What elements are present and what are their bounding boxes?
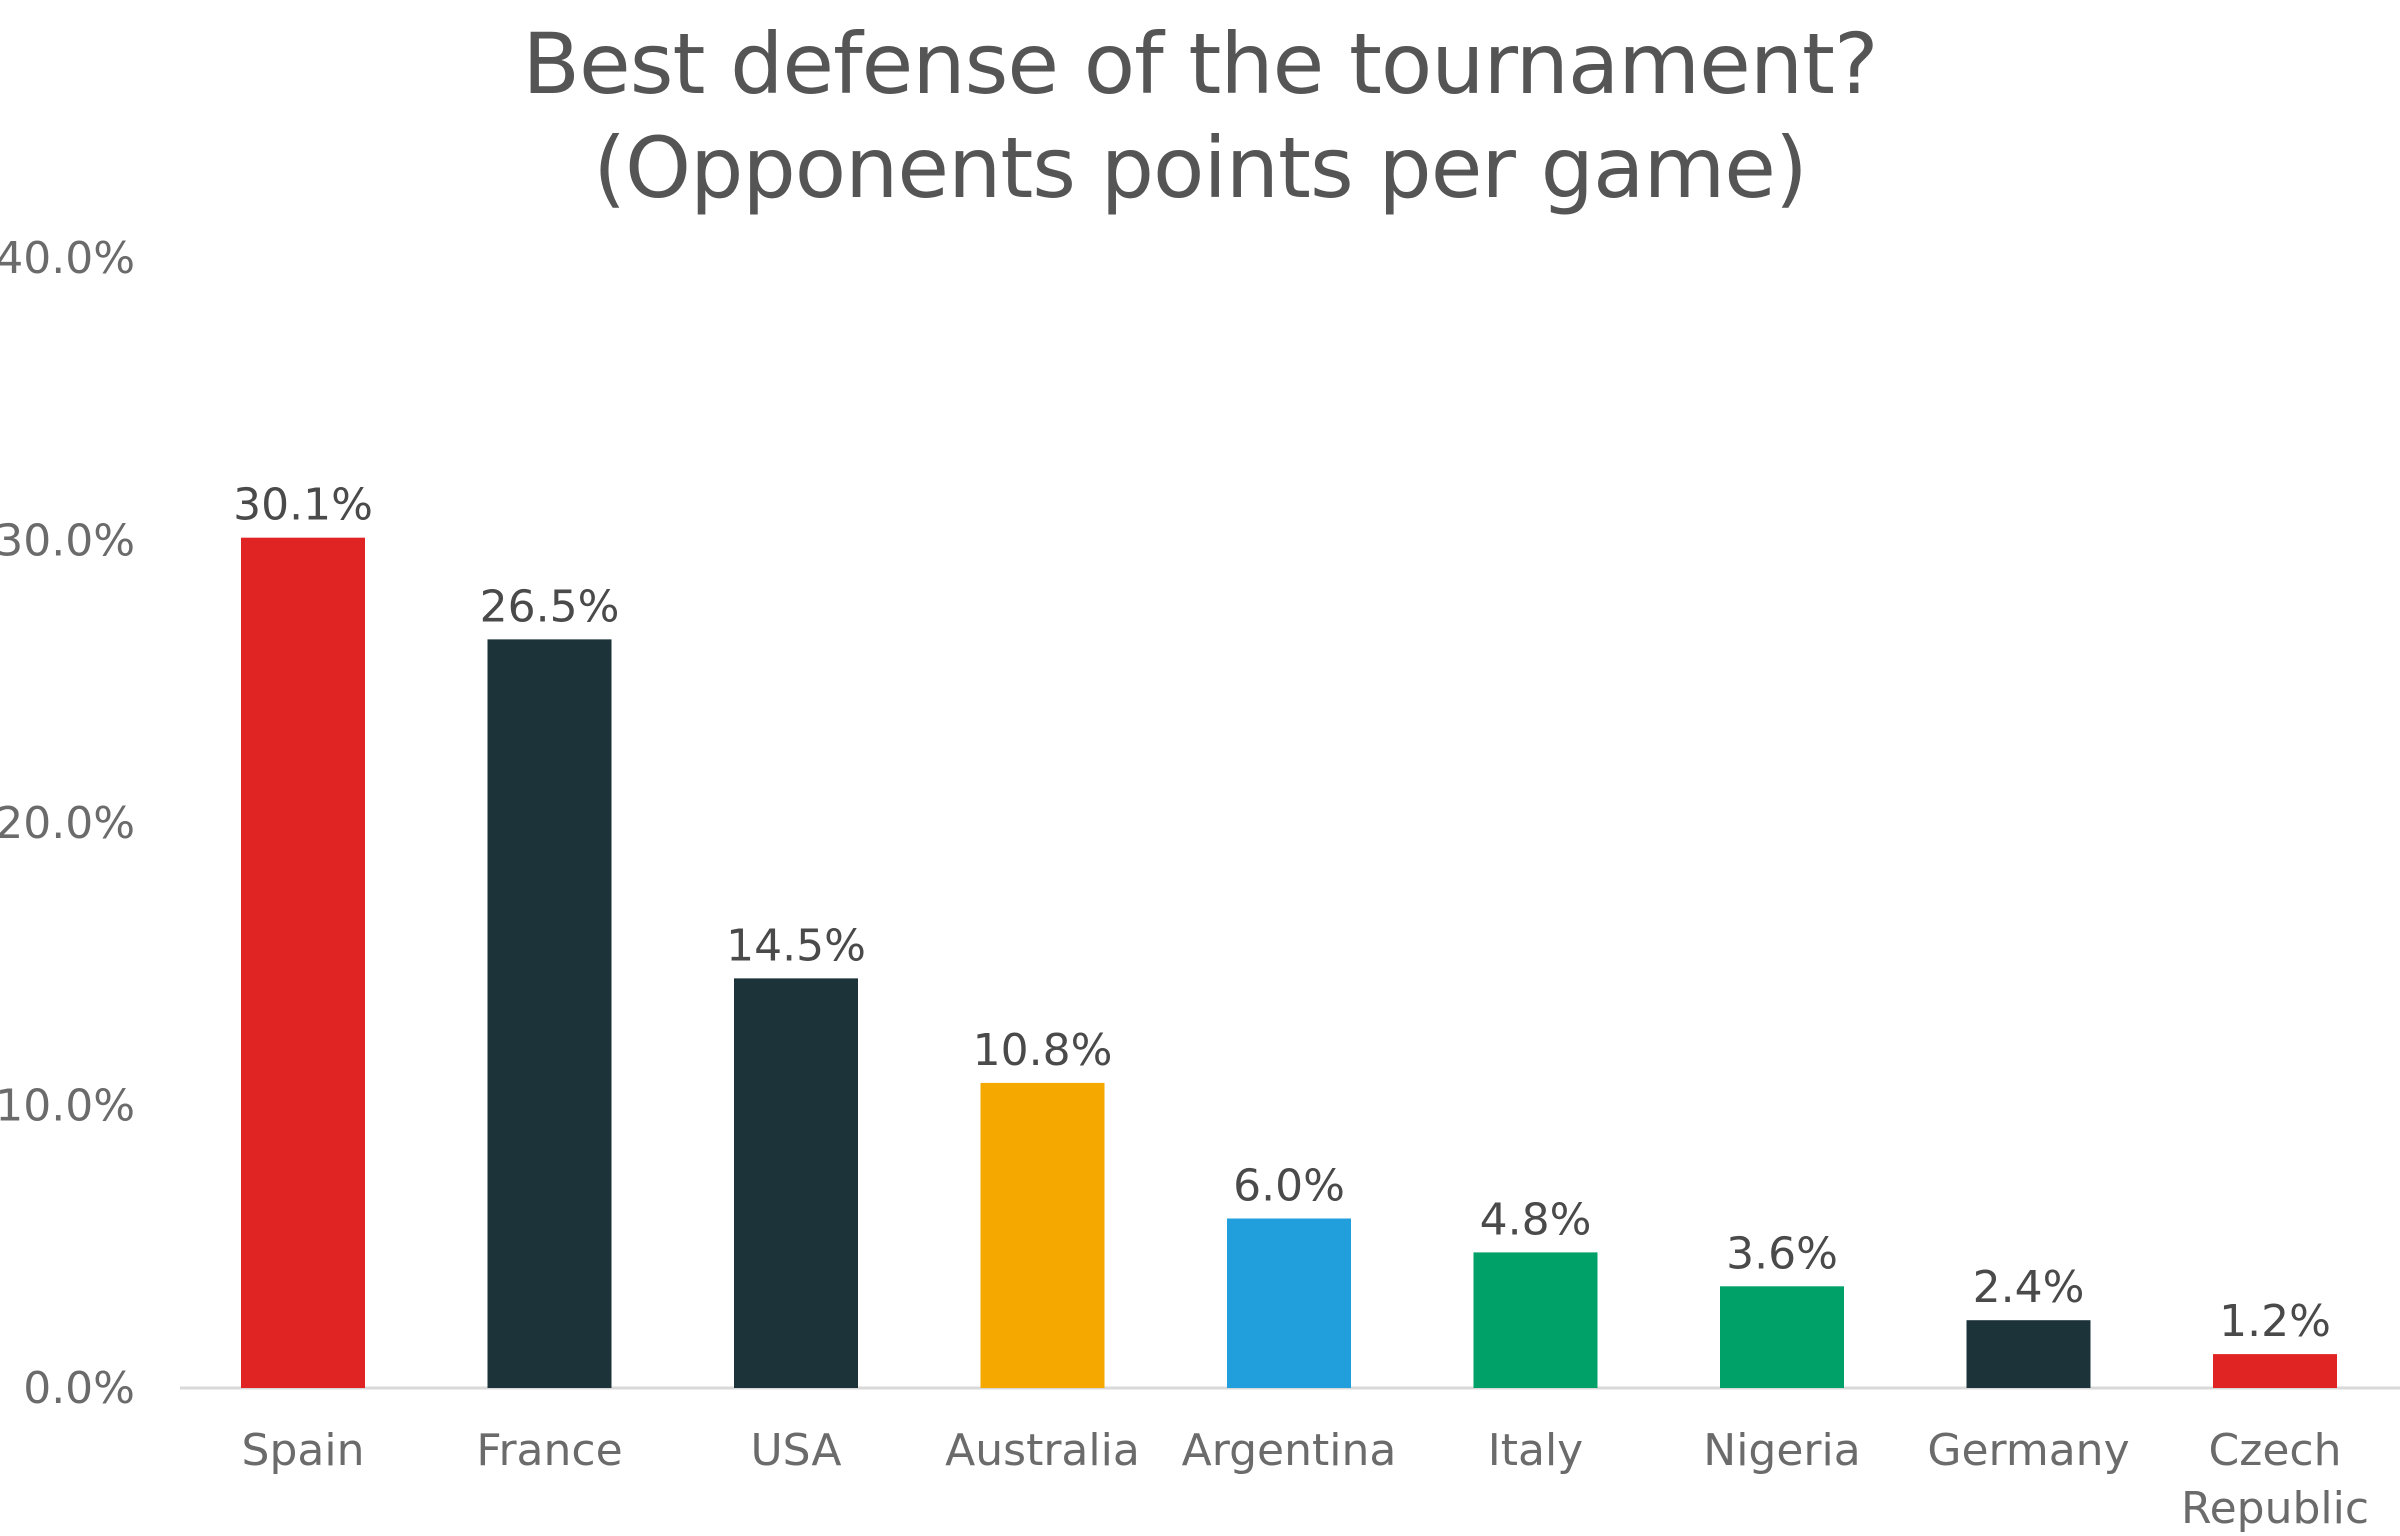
data-label: 2.4% [1973,1262,2085,1313]
data-label: 10.8% [973,1025,1113,1076]
bar [2213,1354,2337,1388]
x-tick-label: Czech Republic [2181,1425,2369,1534]
chart-title: Best defense of the tournament? (Opponen… [522,15,1878,217]
value-labels: 30.1% 26.5% 14.5% 10.8% 6.0% 4.8% 3.6% 2.4% 1.2% [233,480,2331,1347]
x-tick-label: Argentina [1182,1425,1397,1476]
bar [241,537,365,1388]
x-tick-label: USA [750,1425,841,1476]
bar [734,978,858,1388]
data-label: 14.5% [726,920,866,971]
category-labels: Spain France USA Australia Argentina Italy Nig… [242,1425,2370,1534]
data-label: 26.5% [480,581,620,632]
y-tick-label: 30.0% [0,516,135,567]
y-tick-label: 20.0% [0,798,135,849]
x-tick-label: Spain [242,1425,365,1476]
bars [241,537,2337,1388]
x-tick-label: Germany [1927,1425,2129,1476]
bar [1720,1286,1844,1388]
y-tick-label: 10.0% [0,1081,135,1132]
data-label: 30.1% [233,480,373,531]
data-label: 6.0% [1233,1161,1345,1212]
x-tick-label: Nigeria [1703,1425,1860,1476]
data-label: 1.2% [2219,1296,2331,1347]
bar [1966,1320,2091,1388]
y-tick-label: 40.0% [0,233,135,284]
y-axis-ticks: 0.0% 10.0% 20.0% 30.0% 40.0% [0,233,135,1414]
bar [980,1082,1105,1388]
bar [487,639,612,1388]
x-tick-label: France [476,1425,622,1476]
bar [1473,1252,1598,1388]
bar [1227,1218,1351,1388]
data-label: 4.8% [1480,1194,1592,1245]
x-tick-label: Australia [945,1425,1140,1476]
y-tick-label: 0.0% [23,1363,135,1414]
data-label: 3.6% [1726,1228,1838,1279]
x-tick-label: Italy [1488,1425,1583,1476]
